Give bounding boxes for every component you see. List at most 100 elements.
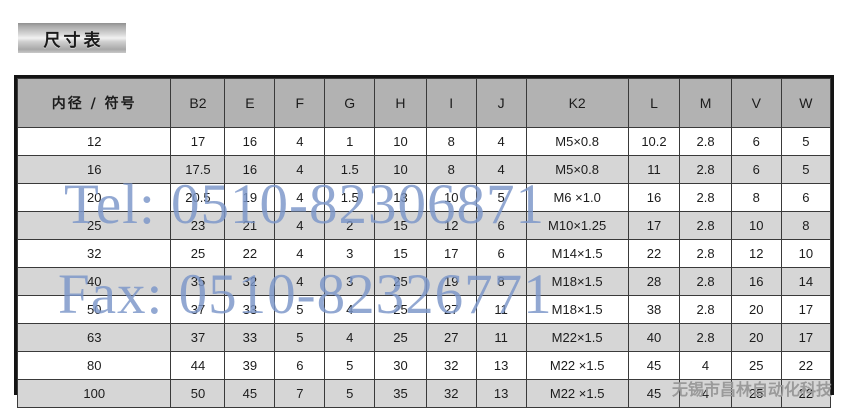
- table-cell: 2.8: [679, 323, 732, 352]
- table-cell: 4: [274, 183, 326, 212]
- table-cell: 4: [274, 155, 326, 184]
- table-cell: 23: [170, 211, 226, 240]
- table-cell: 8: [730, 183, 782, 212]
- table-cell: 25: [374, 323, 427, 352]
- table-cell: 19: [224, 183, 276, 212]
- table-row: 25 23 21 4 2 15 12 6 M10×1.25 17 2.8 10 8: [16, 211, 832, 240]
- table-cell: 4: [679, 351, 732, 380]
- table-cell: 6: [475, 239, 527, 268]
- table-cell: 32: [16, 239, 172, 268]
- table-cell: 40: [16, 267, 172, 296]
- table-cell: M18×1.5: [525, 267, 629, 296]
- table-column-header-v: V: [730, 78, 782, 128]
- table-cell: 10: [374, 155, 427, 184]
- table-cell: 20: [730, 323, 782, 352]
- table-row: 16 17.5 16 4 1.5 10 8 4 M5×0.8 11 2.8 6 5: [16, 155, 832, 184]
- table-cell: 45: [224, 379, 276, 408]
- table-cell: 25: [16, 211, 172, 240]
- table-cell: 5: [324, 379, 376, 408]
- table-cell: 15: [374, 239, 427, 268]
- table-header-row: 内径 / 符号 B2 E F G H I J K2 L M V W: [16, 78, 832, 128]
- table-column-header-h: H: [374, 78, 427, 128]
- table-column-header-f: F: [274, 78, 326, 128]
- table-column-header-bore-symbol: 内径 / 符号: [16, 78, 172, 128]
- table-cell: 12: [425, 211, 477, 240]
- table-cell: 20.5: [170, 183, 226, 212]
- table-cell: 20: [16, 183, 172, 212]
- table-cell: 6: [475, 211, 527, 240]
- table-cell: 4: [475, 155, 527, 184]
- table-cell: M5×0.8: [525, 127, 629, 156]
- table-cell: 8: [780, 211, 832, 240]
- table-cell: 6: [274, 351, 326, 380]
- table-cell: 22: [780, 351, 832, 380]
- table-cell: 25: [170, 239, 226, 268]
- table-cell: 2.8: [679, 239, 732, 268]
- table-cell: 16: [627, 183, 681, 212]
- table-cell: 6: [780, 183, 832, 212]
- table-cell: 10: [730, 211, 782, 240]
- table-cell: 22: [627, 239, 681, 268]
- table-cell: 13: [475, 379, 527, 408]
- table-body: 12 17 16 4 1 10 8 4 M5×0.8 10.2 2.8 6 5 16 17.5 16 4 1.5 1…: [16, 127, 832, 408]
- table-cell: 22: [224, 239, 276, 268]
- table-column-header-k2: K2: [525, 78, 629, 128]
- table-cell: M14×1.5: [525, 239, 629, 268]
- table-column-header-w: W: [780, 78, 832, 128]
- table-cell: M22 ×1.5: [525, 379, 629, 408]
- table-cell: 10.2: [627, 127, 681, 156]
- table-cell: 1.5: [324, 155, 376, 184]
- table-cell: M5×0.8: [525, 155, 629, 184]
- table-cell: 8: [475, 267, 527, 296]
- table-cell: 32: [224, 267, 276, 296]
- table-cell: 12: [730, 239, 782, 268]
- table-column-header-e: E: [224, 78, 276, 128]
- table-cell: 17: [627, 211, 681, 240]
- table-cell: 3: [324, 267, 376, 296]
- table-cell: 10: [425, 183, 477, 212]
- table-cell: 30: [374, 351, 427, 380]
- table-cell: 10: [374, 127, 427, 156]
- table-cell: 8: [425, 127, 477, 156]
- table-cell: 4: [274, 127, 326, 156]
- table-row: 20 20.5 19 4 1.5 13 10 5 M6 ×1.0 16 2.8 8 6: [16, 183, 832, 212]
- table-cell: 25: [730, 379, 782, 408]
- table-row: 32 25 22 4 3 15 17 6 M14×1.5 22 2.8 12 10: [16, 239, 832, 268]
- table-cell: 4: [679, 379, 732, 408]
- table-cell: 80: [16, 351, 172, 380]
- table-column-header-l: L: [627, 78, 681, 128]
- table-cell: 21: [224, 211, 276, 240]
- table-column-header-j: J: [475, 78, 527, 128]
- table-cell: 44: [170, 351, 226, 380]
- table-cell: 16: [224, 155, 276, 184]
- table-cell: 17.5: [170, 155, 226, 184]
- table-cell: 13: [374, 183, 427, 212]
- table-column-header-g: G: [324, 78, 376, 128]
- dimension-table-title-badge: 尺寸表: [18, 23, 128, 53]
- table-cell: 22: [780, 379, 832, 408]
- table-cell: 16: [730, 267, 782, 296]
- table-cell: M10×1.25: [525, 211, 629, 240]
- table-cell: 3: [324, 239, 376, 268]
- table-cell: 11: [475, 323, 527, 352]
- table-cell: 28: [627, 267, 681, 296]
- table-cell: 2.8: [679, 267, 732, 296]
- dimension-table-container: 内径 / 符号 B2 E F G H I J K2 L M V W 12 17 16 4 1 10 8 4 M5×0.8…: [14, 75, 834, 408]
- table-cell: 10: [780, 239, 832, 268]
- table-cell: 16: [16, 155, 172, 184]
- table-row: 50 37 33 5 4 25 27 11 M18×1.5 38 2.8 20 17: [16, 295, 832, 324]
- table-cell: 17: [780, 323, 832, 352]
- table-cell: 4: [475, 127, 527, 156]
- table-cell: 1.5: [324, 183, 376, 212]
- table-cell: 45: [627, 351, 681, 380]
- table-cell: 2.8: [679, 295, 732, 324]
- table-cell: M18×1.5: [525, 295, 629, 324]
- table-cell: 17: [170, 127, 226, 156]
- table-cell: 40: [627, 323, 681, 352]
- table-cell: 2.8: [679, 183, 732, 212]
- table-cell: 2: [324, 211, 376, 240]
- table-cell: 11: [475, 295, 527, 324]
- table-cell: 5: [780, 127, 832, 156]
- table-cell: 5: [780, 155, 832, 184]
- table-cell: 7: [274, 379, 326, 408]
